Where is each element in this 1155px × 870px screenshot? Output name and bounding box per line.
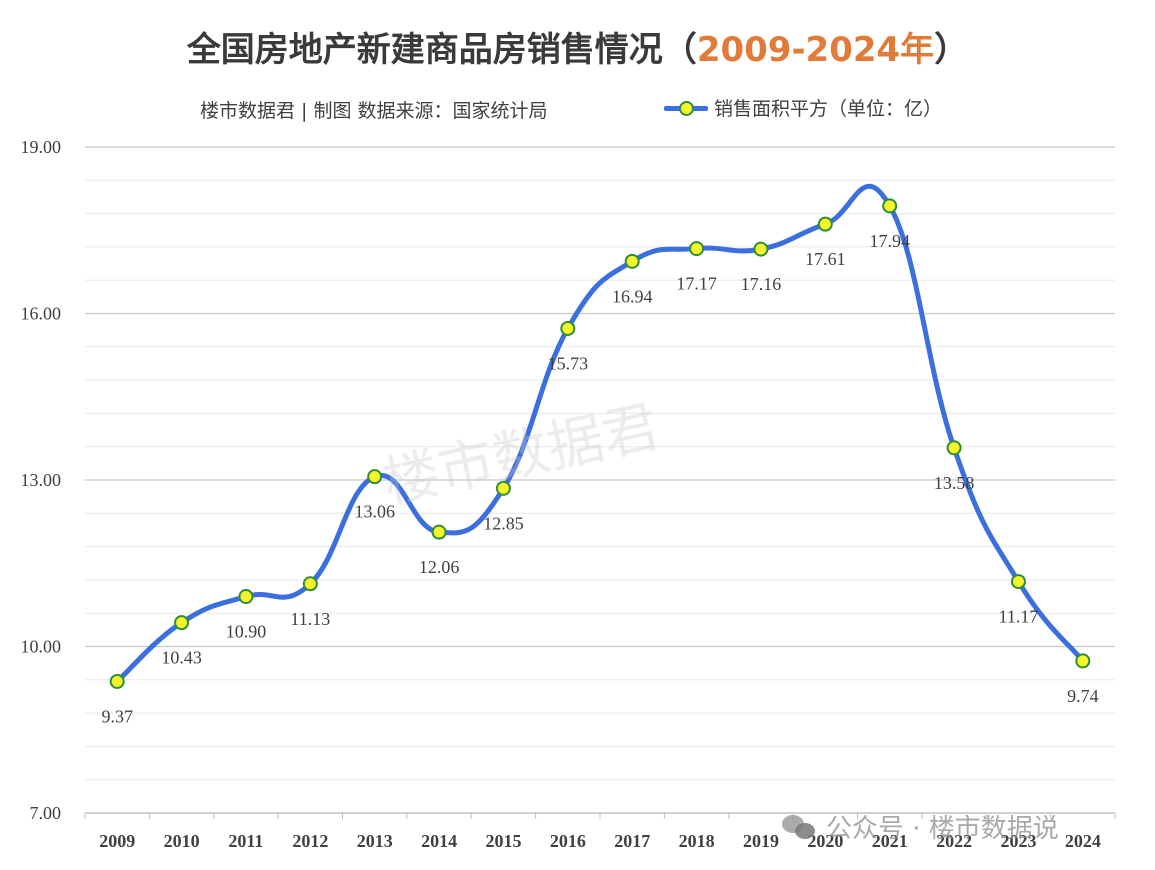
x-tick-label: 2021 <box>872 831 908 851</box>
data-point <box>817 216 833 232</box>
data-label: 9.37 <box>101 706 133 726</box>
series-line <box>114 183 1086 684</box>
data-point <box>882 198 898 214</box>
data-point <box>946 440 962 456</box>
x-tick-label: 2014 <box>421 831 457 851</box>
data-label: 15.73 <box>548 353 589 373</box>
data-label: 10.43 <box>161 648 202 668</box>
x-tick-label: 2019 <box>743 831 779 851</box>
x-tick-label: 2015 <box>485 831 521 851</box>
wechat-text: 公众号 · 楼市数据说 <box>826 814 1059 844</box>
data-point <box>367 469 383 485</box>
data-label: 17.16 <box>741 274 782 294</box>
title-year-range: 2009-2024年 <box>696 30 935 70</box>
data-label: 9.74 <box>1067 686 1099 706</box>
data-label: 17.61 <box>805 249 846 269</box>
y-tick-label: 16.00 <box>21 304 62 324</box>
y-tick-label: 13.00 <box>21 470 62 490</box>
legend: 销售面积平方（单位：亿） <box>664 94 942 121</box>
data-label: 17.17 <box>676 274 717 294</box>
data-label: 12.06 <box>419 557 460 577</box>
x-tick-label: 2013 <box>357 831 393 851</box>
wechat-icon <box>782 813 818 841</box>
x-tick-label: 2011 <box>228 831 263 851</box>
legend-label: 销售面积平方（单位：亿） <box>714 98 943 120</box>
data-label: 10.90 <box>226 622 267 642</box>
data-point <box>109 673 125 689</box>
x-tick-label: 2009 <box>99 831 135 851</box>
data-label: 16.94 <box>612 286 653 306</box>
data-point <box>238 589 254 605</box>
y-tick-label: 19.00 <box>21 137 62 157</box>
data-point <box>753 241 769 257</box>
data-label: 12.85 <box>483 513 524 533</box>
x-tick-label: 2020 <box>807 831 843 851</box>
x-tick-label: 2023 <box>1000 831 1036 851</box>
x-tick-label: 2022 <box>936 831 972 851</box>
y-tick-label: 7.00 <box>30 803 62 823</box>
x-tick-label: 2018 <box>679 831 715 851</box>
data-point <box>302 576 318 592</box>
data-label: 13.58 <box>934 473 975 493</box>
x-tick-label: 2012 <box>292 831 328 851</box>
title-end: ） <box>934 30 969 70</box>
data-point <box>624 253 640 269</box>
title-main: 全国房地产新建商品房销售情况（ <box>186 30 697 70</box>
data-point <box>495 480 511 496</box>
data-point <box>689 241 705 257</box>
chart-title: 全国房地产新建商品房销售情况（2009-2024年） <box>0 22 1155 71</box>
y-tick-label: 10.00 <box>21 637 62 657</box>
data-label: 11.13 <box>290 609 330 629</box>
data-point <box>1010 574 1026 590</box>
data-point <box>174 615 190 631</box>
x-tick-label: 2016 <box>550 831 586 851</box>
data-label: 17.94 <box>869 231 910 251</box>
x-tick-label: 2024 <box>1065 831 1101 851</box>
data-label: 11.17 <box>999 607 1039 627</box>
data-point <box>431 524 447 540</box>
wechat-watermark: 公众号 · 楼市数据说 <box>782 808 1059 845</box>
source-note: 楼市数据君 | 制图 数据来源：国家统计局 <box>200 100 548 122</box>
data-point <box>1075 653 1091 669</box>
x-tick-label: 2017 <box>614 831 650 851</box>
legend-line-swatch <box>664 100 708 116</box>
data-point <box>560 320 576 336</box>
x-tick-label: 2010 <box>164 831 200 851</box>
data-label: 13.06 <box>354 502 395 522</box>
